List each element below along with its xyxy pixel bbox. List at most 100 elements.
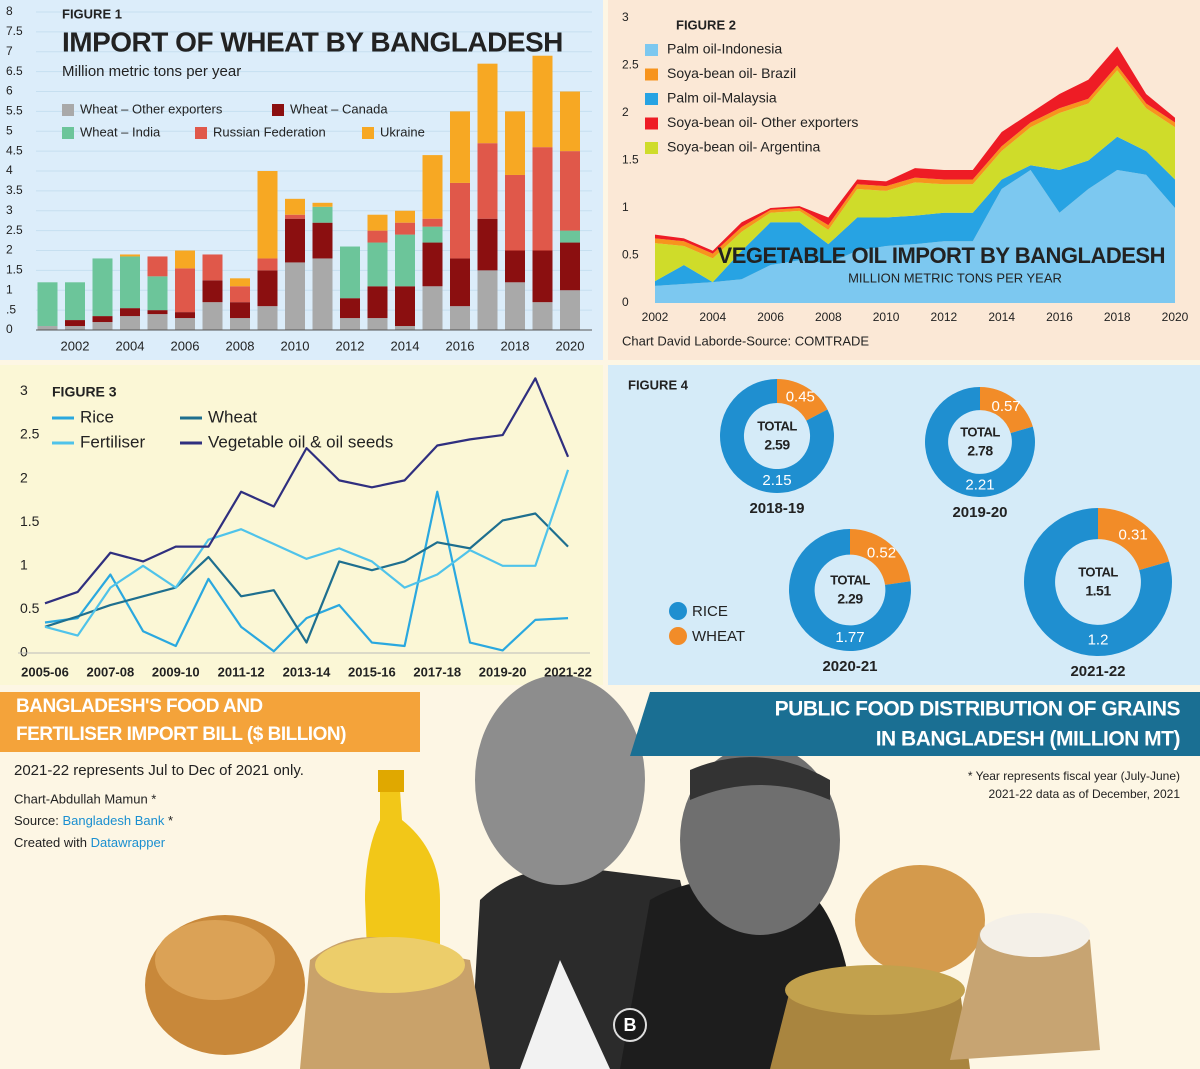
bar-segment [147, 314, 168, 330]
chart-title: VEGETABLE OIL IMPORT BY BANGLADESH [718, 243, 1165, 268]
line [44, 469, 570, 637]
x-tick-label: 2020 [1162, 310, 1189, 324]
legend-swatch [645, 117, 658, 130]
bar-segment [230, 286, 250, 303]
bar-segment [147, 276, 168, 311]
bar-segment [505, 174, 525, 251]
legend-swatch [645, 68, 658, 81]
bar-segment [560, 151, 580, 231]
head-left [475, 675, 645, 885]
legend-swatch [645, 44, 658, 56]
total-value: 1.51 [1085, 583, 1111, 599]
y-tick-label: 1 [622, 200, 629, 214]
panel-figure-3 [0, 365, 603, 685]
bar-segment [175, 312, 195, 319]
x-tick-label: 2012 [336, 338, 365, 353]
bar-segment [505, 111, 525, 175]
line [44, 377, 570, 605]
shirt-left [520, 960, 610, 1069]
area [655, 136, 1175, 286]
x-tick-label: 2009-10 [152, 664, 200, 679]
bar-segment [395, 234, 415, 287]
bar-segment [477, 63, 498, 144]
category-label: 2018-19 [749, 500, 804, 517]
credit-source: Source: Bangladesh Bank * [14, 813, 173, 828]
chart-subtitle: Million metric tons per year [62, 63, 241, 80]
bar-segment [120, 254, 140, 257]
bar-segment [560, 290, 580, 330]
bar-segment [477, 218, 498, 271]
legend-swatch [645, 93, 658, 105]
bar-segment [395, 326, 415, 330]
bar-segment [257, 258, 278, 271]
x-tick-label: 2016 [1046, 310, 1073, 324]
x-tick-label: 2006 [171, 338, 200, 353]
donut-segment [1023, 508, 1172, 657]
legend-label: Palm oil-Indonesia [667, 41, 782, 57]
figure-4-note: 2021-22 data as of December, 2021 [989, 787, 1181, 801]
y-tick-label: .5 [6, 302, 16, 316]
y-tick-label: 2.5 [20, 426, 40, 442]
bar-segment [532, 250, 553, 303]
y-tick-label: 4 [6, 163, 13, 177]
value-label: 0.57 [991, 398, 1020, 415]
bar-segment [477, 270, 498, 330]
bar-segment [505, 250, 525, 283]
y-tick-label: 6.5 [6, 64, 23, 78]
bar-segment [120, 316, 140, 330]
x-tick-label: 2005-06 [21, 664, 69, 679]
bar-segment [312, 258, 333, 330]
credit-tool-link[interactable]: Datawrapper [91, 835, 166, 850]
legend-label: Wheat – Canada [290, 101, 388, 116]
credit-source-link[interactable]: Bangladesh Bank [62, 813, 164, 828]
bar-segment [65, 282, 85, 321]
bar-segment [285, 218, 305, 263]
bar-segment [422, 226, 443, 243]
figure-4-title-line: IN BANGLADESH (MILLION MT) [876, 728, 1180, 751]
bar-segment [230, 302, 250, 319]
x-tick-label: 2004 [116, 338, 145, 353]
y-tick-label: 0.5 [622, 248, 639, 262]
photo-collage: B [145, 675, 1100, 1069]
category-label: 2021-22 [1070, 663, 1125, 680]
bar-segment [120, 308, 140, 317]
bar-segment [120, 256, 140, 309]
line [44, 512, 569, 644]
legend-label: WHEAT [692, 628, 745, 645]
y-tick-label: 3 [6, 203, 13, 217]
x-tick-label: 2012 [931, 310, 958, 324]
bar-segment [395, 222, 415, 235]
bar-segment [367, 318, 388, 330]
legend-swatch [362, 127, 374, 139]
chart-title: IMPORT OF WHEAT BY BANGLADESH [62, 26, 563, 57]
wheat-pile-1-top [155, 920, 275, 1000]
x-tick-label: 2004 [699, 310, 726, 324]
bar-segment [147, 310, 168, 315]
y-tick-label: 0.5 [20, 600, 40, 616]
legend-label: Soya-bean oil- Argentina [667, 139, 821, 155]
sack-left-grain [315, 937, 465, 993]
bar-segment [312, 206, 333, 223]
bar-segment [202, 280, 223, 303]
x-tick-label: 2010 [281, 338, 310, 353]
bar-segment [340, 318, 360, 330]
bar-segment [367, 214, 388, 231]
legend-swatch [669, 627, 687, 645]
bar-segment [532, 302, 553, 330]
value-label: 1.2 [1088, 631, 1109, 648]
x-tick-label: 2006 [757, 310, 784, 324]
bar-segment [477, 143, 498, 219]
y-tick-label: 6 [6, 84, 13, 98]
bar-segment [202, 254, 223, 281]
bar-segment [395, 210, 415, 223]
bar-segment [147, 256, 168, 277]
bar-segment [532, 147, 553, 251]
bar-segment [340, 298, 360, 319]
bar-segment [450, 111, 470, 183]
total-label: TOTAL [757, 418, 797, 433]
donut-segment [1098, 508, 1170, 571]
legend-label: Russian Federation [213, 124, 326, 139]
bar-segment [505, 282, 525, 330]
bar-segment [175, 268, 195, 313]
